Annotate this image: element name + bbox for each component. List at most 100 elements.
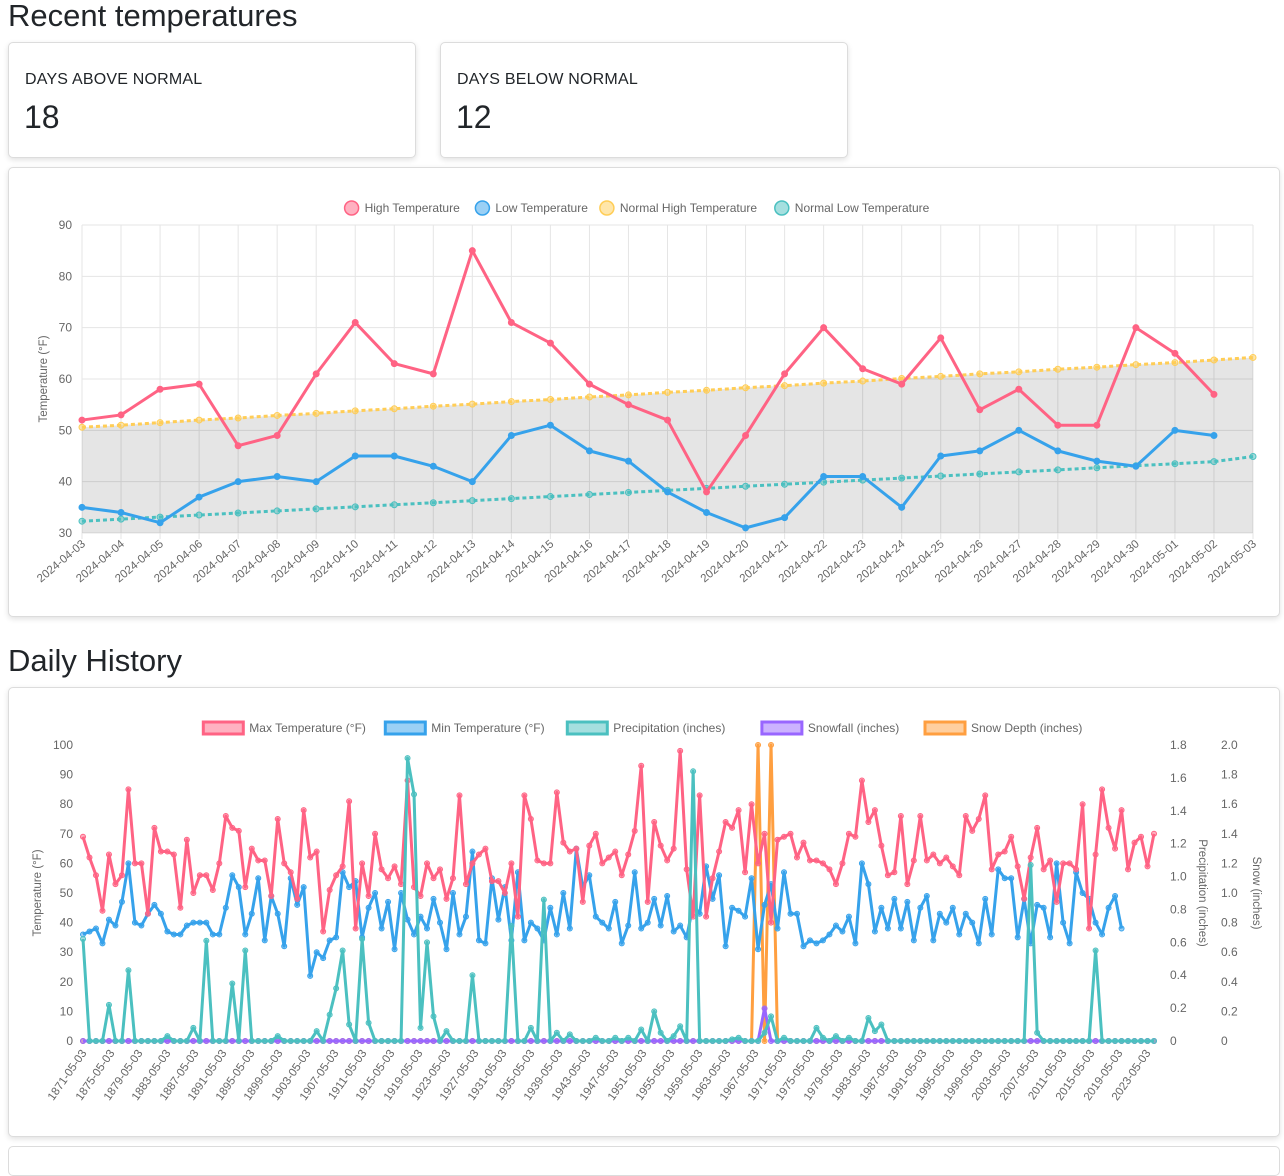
data-point	[592, 830, 599, 837]
data-point	[956, 931, 963, 938]
normal-range-fill	[82, 357, 1253, 522]
data-point	[1125, 1038, 1132, 1044]
data-point	[949, 904, 956, 911]
data-point	[703, 1038, 710, 1044]
data-point	[482, 845, 489, 852]
data-point	[1118, 807, 1125, 814]
legend-label: Snow Depth (inches)	[971, 721, 1082, 735]
data-point	[585, 393, 593, 401]
data-point	[398, 1038, 405, 1044]
data-point	[800, 1038, 807, 1044]
data-point	[677, 1038, 684, 1044]
data-point	[281, 860, 288, 867]
y-tick-label: 30	[60, 945, 74, 959]
data-point	[203, 937, 210, 944]
data-point	[183, 922, 190, 929]
data-point	[462, 881, 469, 888]
data-point	[975, 816, 982, 822]
data-point	[164, 928, 171, 935]
data-point	[969, 827, 976, 834]
data-point	[904, 881, 911, 888]
data-point	[156, 419, 164, 427]
data-point	[1093, 363, 1101, 371]
data-point	[372, 890, 379, 896]
data-point	[774, 836, 781, 843]
legend-item: Snowfall (inches)	[760, 720, 899, 736]
data-point	[904, 1038, 911, 1044]
data-point	[1132, 324, 1140, 332]
data-point	[781, 514, 789, 522]
data-point	[501, 890, 508, 896]
data-point	[242, 1038, 249, 1044]
data-point	[878, 842, 885, 849]
data-point	[1053, 1038, 1060, 1044]
data-point	[138, 860, 145, 867]
data-point	[390, 501, 398, 509]
y3-tick-label: 0	[1221, 1034, 1228, 1048]
data-point	[781, 370, 789, 378]
data-point	[1060, 919, 1067, 926]
legend-swatch	[383, 720, 427, 736]
data-point	[631, 869, 638, 876]
data-point	[976, 470, 984, 478]
data-point	[105, 1001, 112, 1008]
data-point	[1054, 421, 1062, 429]
data-point	[261, 857, 268, 864]
data-point	[138, 922, 145, 929]
data-point	[664, 1038, 671, 1044]
data-point	[884, 1038, 891, 1044]
data-point	[495, 878, 502, 885]
data-point	[273, 507, 281, 515]
data-point	[501, 1038, 508, 1044]
data-point	[209, 887, 216, 894]
data-point	[1118, 925, 1125, 932]
data-point	[1015, 368, 1023, 376]
data-point	[761, 1005, 768, 1012]
data-point	[716, 872, 723, 879]
data-point	[761, 830, 768, 837]
data-point	[709, 875, 716, 882]
data-point	[819, 937, 826, 944]
data-point	[976, 406, 984, 414]
data-point	[365, 892, 372, 899]
data-point	[294, 1038, 301, 1044]
data-point	[592, 1034, 599, 1041]
data-point	[300, 884, 307, 891]
data-point	[573, 1038, 580, 1044]
data-point	[430, 895, 437, 902]
data-point	[469, 1038, 476, 1044]
data-point	[982, 792, 989, 799]
data-point	[105, 1038, 112, 1044]
data-point	[722, 943, 729, 950]
data-point	[385, 1038, 392, 1044]
data-point	[1210, 431, 1218, 439]
data-point	[995, 851, 1002, 858]
data-point	[1066, 1038, 1073, 1044]
data-point	[690, 1038, 697, 1044]
data-point	[585, 491, 593, 498]
data-point	[631, 827, 638, 834]
max-temperature-line	[81, 749, 1156, 933]
data-point	[273, 473, 281, 481]
data-point	[546, 421, 554, 429]
data-point	[690, 768, 697, 775]
data-point	[612, 1034, 619, 1041]
data-point	[845, 830, 852, 837]
data-point	[1034, 901, 1041, 908]
data-point	[638, 762, 645, 769]
data-point	[800, 943, 807, 950]
data-point	[521, 1038, 528, 1044]
data-point	[1118, 1038, 1125, 1044]
data-point	[1047, 857, 1054, 864]
data-point	[1079, 1038, 1086, 1044]
data-point	[651, 1008, 658, 1015]
y3-axis-label: Snow (inches)	[1250, 857, 1262, 930]
data-point	[117, 515, 125, 523]
data-point	[839, 860, 846, 867]
data-point	[975, 1038, 982, 1044]
data-point	[722, 818, 729, 825]
data-point	[1001, 875, 1008, 882]
data-point	[482, 940, 489, 947]
daily-history-chart: 0 10 20 30 40 50 60 70 80 90 100 Temperature (°F) 0 0…	[32, 720, 1262, 1103]
data-point	[664, 857, 671, 864]
